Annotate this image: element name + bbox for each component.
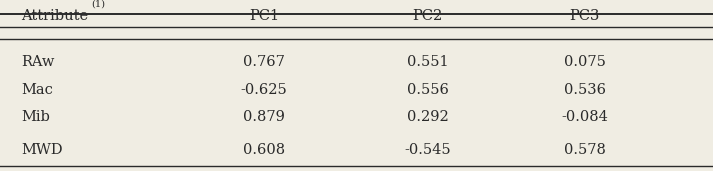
Text: Mac: Mac [21, 83, 53, 97]
Text: 0.767: 0.767 [243, 55, 284, 69]
Text: Attribute: Attribute [21, 9, 88, 23]
Text: -0.545: -0.545 [404, 143, 451, 157]
Text: 0.292: 0.292 [407, 110, 448, 124]
Text: MWD: MWD [21, 143, 63, 157]
Text: 0.578: 0.578 [564, 143, 605, 157]
Text: 0.879: 0.879 [243, 110, 284, 124]
Text: (1): (1) [91, 0, 106, 9]
Text: Mib: Mib [21, 110, 50, 124]
Text: 0.551: 0.551 [407, 55, 448, 69]
Text: PC3: PC3 [570, 9, 600, 23]
Text: -0.084: -0.084 [561, 110, 608, 124]
Text: 0.075: 0.075 [564, 55, 605, 69]
Text: 0.556: 0.556 [407, 83, 448, 97]
Text: -0.625: -0.625 [240, 83, 287, 97]
Text: 0.536: 0.536 [564, 83, 605, 97]
Text: RAw: RAw [21, 55, 55, 69]
Text: PC1: PC1 [249, 9, 279, 23]
Text: 0.608: 0.608 [242, 143, 285, 157]
Text: PC2: PC2 [413, 9, 443, 23]
